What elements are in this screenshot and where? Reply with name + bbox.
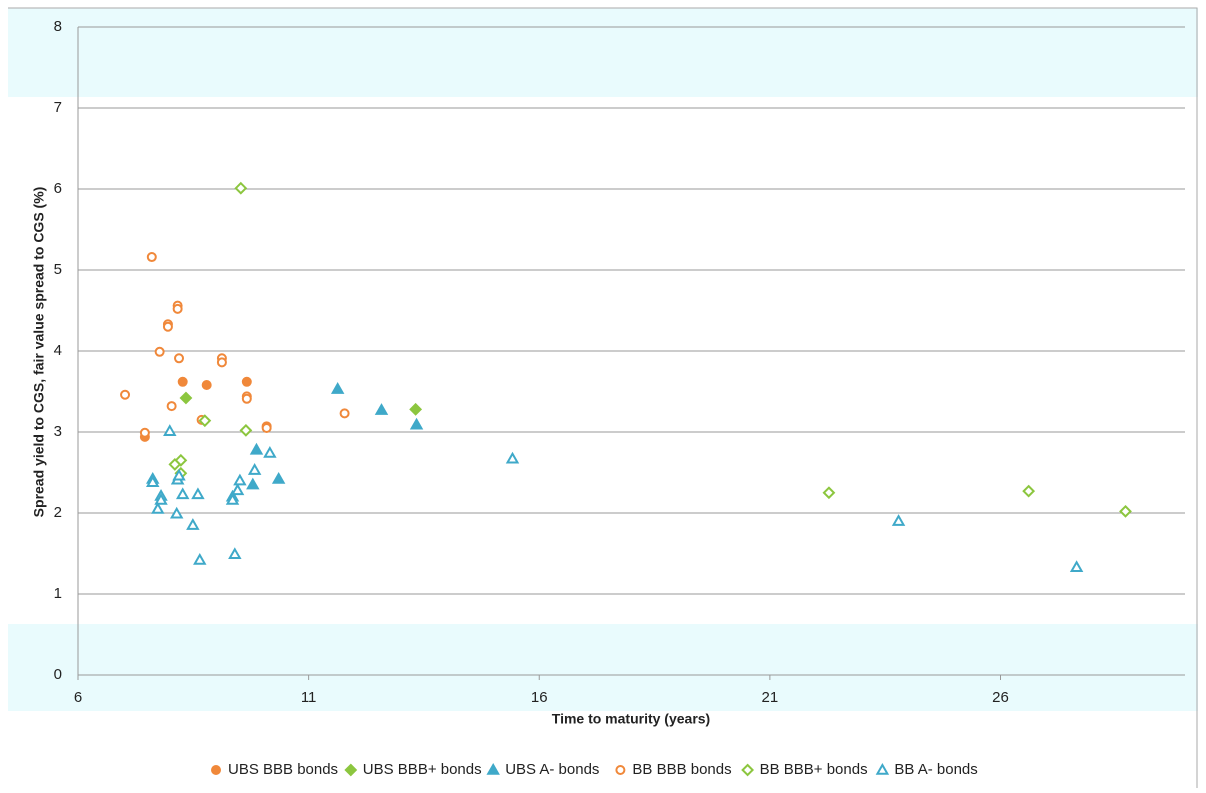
x-tick-label: 21 [762, 689, 779, 706]
point [168, 457, 182, 471]
point [339, 408, 350, 419]
point [154, 493, 168, 505]
point [247, 463, 262, 475]
point [166, 401, 177, 412]
point [175, 487, 190, 500]
point [225, 493, 240, 505]
point [409, 417, 424, 430]
legend-label: BB A- bonds [894, 761, 977, 778]
y-tick-label: 5 [54, 261, 62, 278]
legend-label: BB BBB+ bonds [760, 761, 868, 778]
point [241, 393, 252, 404]
point [330, 382, 345, 394]
legend-marker [741, 763, 755, 777]
point [230, 483, 245, 496]
point [139, 427, 150, 438]
point [249, 442, 264, 455]
legend-label: BB BBB bonds [632, 761, 731, 778]
point [120, 389, 131, 400]
point [146, 252, 157, 263]
x-tick-label: 26 [992, 689, 1009, 706]
point [261, 422, 272, 433]
band-bottom [8, 624, 1198, 711]
y-tick-label: 0 [54, 666, 62, 683]
point [193, 552, 207, 565]
point [201, 380, 212, 391]
legend-marker [486, 762, 500, 775]
x-axis-title: Time to maturity (years) [552, 711, 710, 727]
y-tick-label: 1 [54, 585, 62, 602]
point [241, 376, 252, 387]
y-tick-label: 7 [54, 99, 62, 116]
point [162, 321, 173, 332]
point [1022, 484, 1036, 498]
point [891, 514, 906, 526]
y-tick-label: 4 [54, 342, 62, 359]
point [822, 486, 836, 500]
point [1069, 560, 1084, 573]
legend-label: UBS BBB+ bonds [363, 761, 482, 778]
point [179, 391, 193, 405]
band-top [8, 8, 1198, 97]
legend-marker [344, 763, 358, 777]
point [172, 303, 183, 314]
point [234, 181, 248, 195]
legend-marker [211, 765, 221, 775]
point [505, 451, 520, 464]
point [145, 475, 160, 487]
point [246, 477, 260, 490]
point [172, 468, 186, 481]
legend-marker [875, 762, 890, 775]
point [186, 518, 200, 530]
x-tick-label: 11 [301, 689, 317, 706]
point [409, 402, 423, 416]
y-tick-label: 8 [54, 18, 62, 35]
y-tick-label: 6 [54, 180, 62, 197]
x-tick-label: 6 [74, 689, 82, 706]
frame [8, 7, 1198, 788]
y-tick-label: 3 [54, 423, 62, 440]
point [228, 547, 242, 560]
x-tick-label: 16 [531, 689, 548, 706]
point [163, 424, 177, 436]
point [239, 423, 253, 437]
legend-label: UBS BBB bonds [228, 761, 338, 778]
point [198, 414, 212, 428]
point [169, 506, 184, 519]
point [271, 471, 286, 484]
point [1119, 504, 1132, 518]
legend-label: UBS A- bonds [505, 761, 599, 778]
point [154, 346, 165, 357]
point [151, 501, 165, 514]
point [174, 353, 185, 364]
y-tick-label: 2 [54, 504, 62, 521]
legend-marker [615, 765, 626, 775]
point [263, 446, 277, 458]
y-axis-title: Spread yield to CGS, fair value spread t… [31, 187, 47, 518]
point [191, 487, 205, 500]
point [177, 376, 188, 387]
point [216, 357, 227, 368]
point [374, 403, 389, 415]
point [233, 473, 247, 486]
